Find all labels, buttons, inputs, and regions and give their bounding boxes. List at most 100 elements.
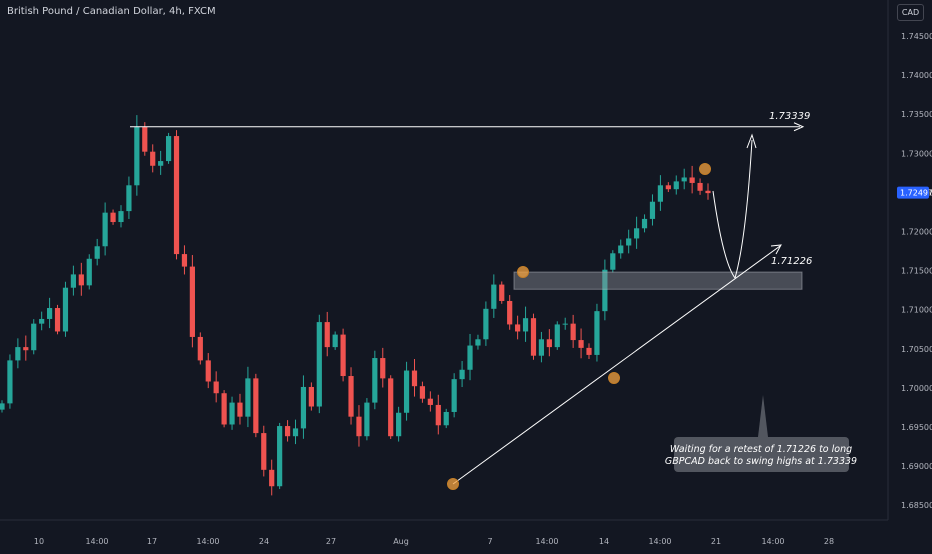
candle	[31, 319, 37, 355]
candle-body	[578, 340, 584, 348]
candle-body	[546, 339, 552, 348]
price-tick-label: 1.70500	[901, 345, 932, 354]
candle-body	[237, 402, 243, 417]
candle-body	[229, 402, 235, 425]
candle-body	[316, 322, 322, 407]
candle-body	[356, 416, 362, 437]
swing-high-label: 1.73339	[769, 111, 810, 122]
candle-body	[261, 433, 267, 470]
candle-body	[570, 323, 576, 341]
candle-body	[443, 411, 449, 426]
time-tick-label: 21	[711, 537, 721, 546]
candle-body	[205, 360, 211, 382]
candle-body	[634, 228, 640, 239]
candle-body	[594, 311, 600, 355]
price-axis[interactable]: 1.745001.740001.735001.730001.725001.720…	[897, 32, 932, 510]
candle	[483, 301, 489, 346]
candle-body	[221, 393, 227, 425]
candle-body	[213, 381, 219, 394]
candle	[356, 405, 362, 447]
candle-body	[39, 318, 45, 324]
candle-body	[269, 469, 275, 487]
candle	[86, 254, 92, 290]
callout-line-1: Waiting for a retest of 1.71226 to long	[670, 444, 852, 455]
last-price-badge	[897, 186, 929, 199]
candle-body	[340, 334, 346, 377]
swing-marker[interactable]	[447, 478, 459, 490]
price-tick-label: 1.72000	[901, 228, 932, 237]
candle-body	[499, 284, 505, 301]
candle-body	[610, 253, 616, 270]
candle-body	[665, 185, 671, 190]
candle	[491, 274, 497, 318]
candle-body	[54, 308, 61, 332]
candle-body	[641, 218, 648, 229]
candle-body	[673, 181, 679, 190]
candle-body	[411, 370, 418, 387]
candle	[697, 178, 703, 195]
price-tick-label: 1.73500	[901, 110, 932, 119]
candle-body	[562, 323, 568, 325]
candle	[372, 350, 378, 410]
time-tick-label: 24	[259, 537, 269, 546]
callout-box[interactable]	[674, 437, 849, 472]
candle	[602, 259, 608, 321]
candle-body	[142, 126, 148, 152]
swing-high-arrowhead	[793, 122, 805, 132]
candle-body	[300, 386, 307, 429]
retest-zone[interactable]	[513, 271, 803, 290]
candle-body	[110, 212, 116, 223]
candle	[300, 375, 307, 439]
candle-body	[403, 370, 410, 413]
projection-path[interactable]	[712, 139, 753, 280]
swing-marker[interactable]	[699, 163, 711, 175]
candle	[396, 406, 402, 442]
candle-body	[102, 212, 108, 247]
drawings-layer: 1.73339 1.71226 Waiting for a retest of 1.…	[130, 111, 857, 490]
time-tick-label: Aug	[393, 537, 409, 546]
swing-marker[interactable]	[608, 372, 620, 384]
trendline[interactable]	[452, 245, 781, 485]
time-tick-label: 14:00	[196, 537, 219, 546]
candle	[403, 361, 410, 421]
candle-body	[467, 345, 473, 370]
time-axis[interactable]: 10 14:00 17 14:00 24 27 Aug 7 14:00 14 14:00 21 14:0…	[34, 537, 834, 546]
candle-body	[483, 308, 489, 340]
candle	[308, 382, 314, 411]
candle	[292, 419, 299, 445]
candle-body	[554, 324, 560, 348]
candle-body	[419, 386, 426, 399]
candle	[205, 353, 211, 389]
currency-button[interactable]: CAD	[897, 4, 924, 21]
candle-body	[530, 318, 537, 356]
symbol-title[interactable]: British Pound / Canadian Dollar, 4h, FXC…	[7, 6, 216, 17]
swing-marker[interactable]	[517, 266, 529, 278]
candle-body	[118, 211, 124, 223]
candle-body	[697, 182, 703, 191]
candle-body	[364, 402, 370, 437]
candle-body	[173, 136, 180, 255]
candle	[126, 176, 132, 219]
time-tick-label: 28	[824, 537, 834, 546]
candle	[158, 150, 164, 175]
candle-body	[602, 269, 608, 312]
candle	[364, 398, 370, 441]
candle-body	[348, 376, 354, 417]
candle	[554, 321, 560, 350]
callout-text: Waiting for a retest of 1.71226 to long G…	[665, 444, 857, 467]
candle	[562, 317, 568, 330]
candle	[443, 408, 449, 429]
candle	[618, 239, 624, 259]
candle	[427, 391, 433, 412]
candle-body	[94, 246, 100, 259]
candle	[530, 313, 537, 360]
time-tick-label: 14:00	[535, 537, 558, 546]
candle	[649, 194, 656, 226]
candle-body	[435, 404, 441, 426]
candle	[118, 205, 124, 228]
candle-body	[31, 323, 37, 351]
candle	[197, 332, 203, 365]
trendline-arrowhead	[770, 244, 782, 255]
candle	[23, 335, 29, 361]
